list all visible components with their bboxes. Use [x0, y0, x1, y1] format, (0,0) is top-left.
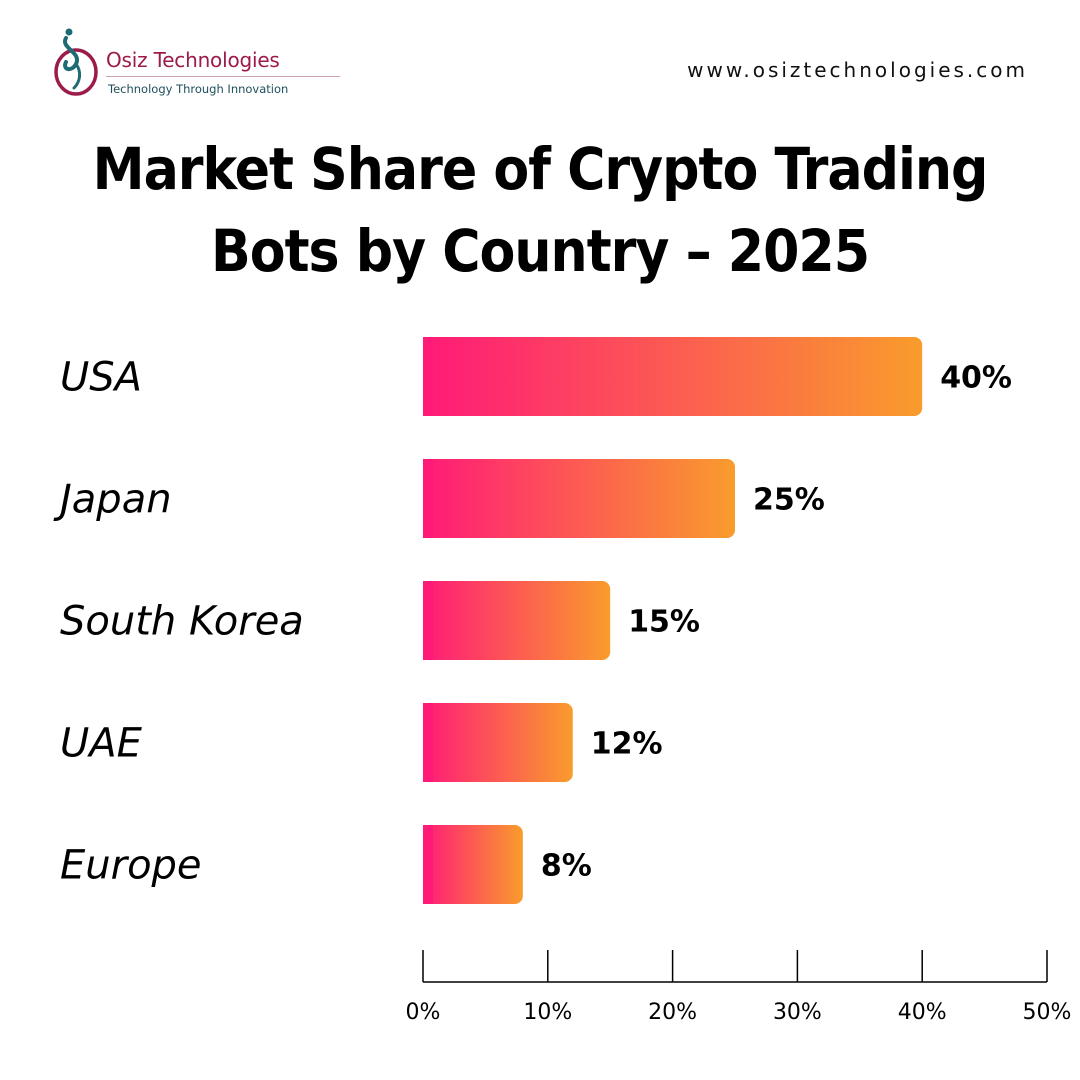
- x-tick-label: 30%: [773, 1000, 822, 1025]
- value-label: 12%: [591, 727, 663, 762]
- category-label: Japan: [53, 477, 172, 523]
- brand-logo: Osiz Technologies Technology Through Inn…: [52, 26, 340, 102]
- x-tick-label: 50%: [1023, 1000, 1072, 1025]
- brand-divider: [106, 76, 340, 77]
- bar: [423, 581, 611, 660]
- x-tick-label: 10%: [523, 1000, 572, 1025]
- page-title: Market Share of Crypto Trading Bots by C…: [40, 128, 1040, 292]
- value-label: 40%: [940, 361, 1012, 396]
- bar: [423, 703, 573, 782]
- osiz-logo-icon: [54, 28, 98, 96]
- title-line-2: Bots by Country – 2025: [210, 217, 870, 285]
- x-tick-label: 0%: [406, 1000, 441, 1025]
- x-tick-label: 40%: [898, 1000, 947, 1025]
- category-label: UAE: [60, 721, 143, 767]
- value-label: 8%: [541, 849, 592, 884]
- category-label: USA: [60, 355, 142, 401]
- brand-tagline: Technology Through Innovation: [108, 82, 289, 96]
- x-tick-label: 20%: [648, 1000, 697, 1025]
- brand-name: Osiz Technologies: [106, 48, 280, 72]
- bar-left-edge: [423, 825, 433, 904]
- bar-left-edge: [423, 337, 433, 416]
- bar: [423, 337, 923, 416]
- title-line-1: Market Share of Crypto Trading: [92, 135, 989, 203]
- category-label: Europe: [60, 843, 202, 889]
- value-label: 25%: [753, 483, 825, 518]
- value-label: 15%: [628, 605, 700, 640]
- bar: [423, 459, 735, 538]
- bar-left-edge: [423, 581, 433, 660]
- category-label: South Korea: [60, 599, 304, 645]
- bar-left-edge: [423, 703, 433, 782]
- website-link[interactable]: www.osiztechnologies.com: [687, 58, 1028, 82]
- bar: [423, 825, 523, 904]
- bar-left-edge: [423, 459, 433, 538]
